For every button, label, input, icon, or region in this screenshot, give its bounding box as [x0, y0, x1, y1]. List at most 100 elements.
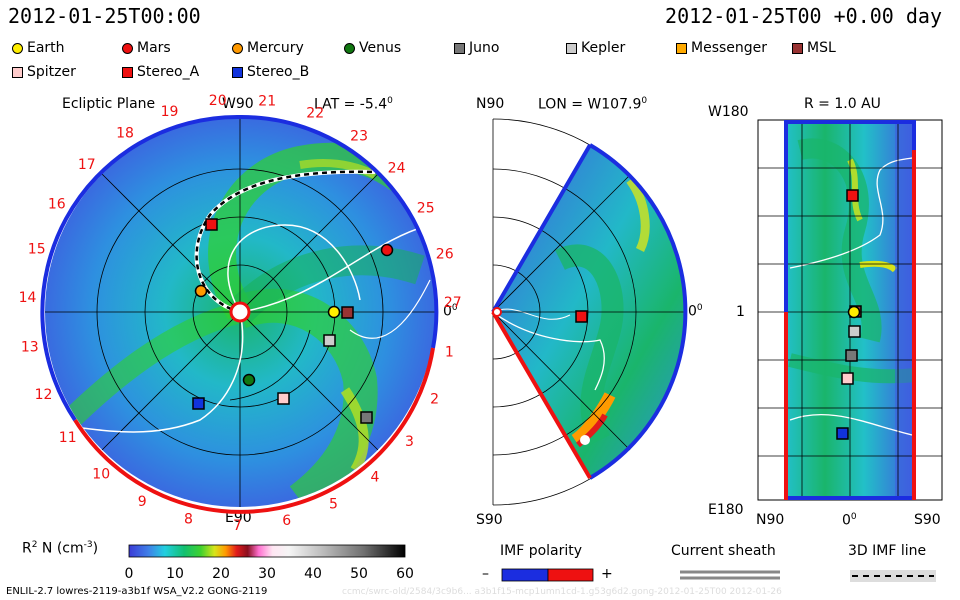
- ecliptic-bottom-label: E90: [225, 510, 252, 526]
- clock-number: 14: [19, 290, 37, 306]
- ecliptic-disk: [40, 114, 439, 514]
- legend-circle-marker: [232, 42, 243, 54]
- legend-item-mars: Mars: [122, 40, 171, 56]
- colorbar: 0 10 20 30 40 50 60: [125, 544, 414, 582]
- clock-number: 2: [430, 392, 439, 408]
- clock-number: 13: [21, 340, 39, 356]
- legend-circle-marker: [12, 42, 23, 54]
- mars-marker: [380, 243, 394, 257]
- ecliptic-right-label: 00: [443, 303, 458, 320]
- colorbar-tick-label: 30: [258, 566, 276, 582]
- kepler-marker: [323, 334, 336, 347]
- clock-number: 26: [436, 246, 454, 262]
- clock-number: 5: [329, 496, 338, 512]
- legend-label: Stereo_A: [137, 64, 200, 80]
- stereo-a-marker: [205, 218, 218, 231]
- imf-polarity-title: IMF polarity: [500, 543, 583, 559]
- legend-label: Venus: [359, 40, 402, 56]
- clock-numbers: 20 21222324252627123456789101112131415161…: [19, 93, 462, 534]
- ecliptic-title: Ecliptic Plane: [62, 96, 156, 112]
- r-bottom-x-mid: 00: [842, 512, 857, 529]
- legend-item-msl: MSL: [792, 40, 836, 56]
- clock-number: 6: [282, 513, 291, 529]
- legend-square-marker: [566, 42, 577, 54]
- legend-item-stereo-a: Stereo_A: [122, 64, 199, 80]
- r-earth-marker: [847, 305, 861, 319]
- r-panel-title: R = 1.0 AU: [804, 96, 881, 112]
- model-info: ENLIL-2.7 lowres-2119-a3b1f WSA_V2.2 GON…: [6, 586, 268, 597]
- colorbar-tick-label: 10: [166, 566, 184, 582]
- clock-number: 23: [350, 128, 368, 144]
- current-sheath-symbol: [680, 570, 780, 580]
- clock-number: 20: [209, 93, 227, 109]
- venus-marker: [242, 373, 256, 387]
- legend-label: Kepler: [581, 40, 626, 56]
- r-stereo-b-marker: [836, 427, 849, 440]
- r-bottom-left: E180: [708, 502, 744, 518]
- colorbar-tick-label: 40: [304, 566, 322, 582]
- legend-label: MSL: [807, 40, 836, 56]
- colorbar-tick-label: 0: [125, 566, 134, 582]
- spitzer-marker: [277, 392, 290, 405]
- legend-item-kepler: Kepler: [566, 40, 625, 56]
- watermark: ccmc/swrc-old/2584/3c9b6... a3b1f15-mcp1…: [342, 587, 782, 597]
- clock-number: 18: [116, 126, 134, 142]
- legend-item-earth: Earth: [12, 40, 65, 56]
- clock-number: 10: [92, 467, 110, 483]
- clock-number: 24: [388, 161, 406, 177]
- legend-item-spitzer: Spitzer: [12, 64, 76, 80]
- clock-number: 17: [78, 157, 96, 173]
- clock-number: 16: [48, 196, 66, 212]
- legend-circle-marker: [344, 42, 355, 54]
- clock-number: 19: [161, 104, 179, 120]
- clock-number: 3: [405, 434, 414, 450]
- r-juno-marker: [845, 349, 858, 362]
- legend-square-marker: [122, 66, 133, 78]
- legend-label: Spitzer: [27, 64, 76, 80]
- legend-square-marker: [676, 42, 687, 54]
- legend-square-marker: [792, 42, 803, 54]
- clock-number: 9: [138, 494, 147, 510]
- legend-square-marker: [232, 66, 243, 78]
- imf-polarity-bar: [501, 568, 594, 582]
- r-top-left: W180: [708, 104, 749, 120]
- msl-marker: [341, 306, 354, 319]
- mercury-marker: [194, 284, 208, 298]
- r-spitzer-marker: [841, 372, 854, 385]
- lat-label: LAT = -5.40: [314, 96, 393, 113]
- clock-number: 11: [59, 430, 77, 446]
- legend-label: Juno: [469, 40, 500, 56]
- legend-item-messenger: Messenger: [676, 40, 767, 56]
- imf-line-title: 3D IMF line: [848, 543, 927, 559]
- imf-polarity-plus: +: [601, 566, 613, 582]
- clock-number: 22: [306, 106, 324, 122]
- legend-square-marker: [454, 42, 465, 54]
- earth-marker: [327, 305, 341, 319]
- r-bottom-x-left: N90: [756, 512, 785, 528]
- clock-number: 7: [233, 518, 242, 534]
- meridional-stereo-a-marker: [575, 310, 588, 323]
- ecliptic-markers: [192, 218, 394, 424]
- clock-number: 27: [444, 295, 462, 311]
- legend-label: Stereo_B: [247, 64, 310, 80]
- meridional-bottom-left: S90: [476, 512, 503, 528]
- colorbar-tick-label: 50: [350, 566, 368, 582]
- legend-item-stereo-b: Stereo_B: [232, 64, 309, 80]
- legend-item-venus: Venus: [344, 40, 401, 56]
- clock-number: 25: [417, 201, 435, 217]
- legend-label: Mars: [137, 40, 171, 56]
- meridional-wedge: [491, 118, 688, 506]
- lon-label: LON = W107.90: [538, 96, 648, 113]
- clock-number: 12: [35, 387, 53, 403]
- timestamp-left: 2012-01-25T00:00: [8, 4, 201, 28]
- clock-number: 8: [184, 512, 193, 528]
- r-bottom-x-right: S90: [914, 512, 941, 528]
- imf-line-symbol: [850, 570, 936, 582]
- legend-item-juno: Juno: [454, 40, 499, 56]
- legend-label: Messenger: [691, 40, 768, 56]
- colorbar-tick-label: 20: [212, 566, 230, 582]
- colorbar-label: R2 N (cm-3): [22, 540, 99, 557]
- legend-label: Mercury: [247, 40, 304, 56]
- ecliptic-top-label: W90: [222, 96, 254, 112]
